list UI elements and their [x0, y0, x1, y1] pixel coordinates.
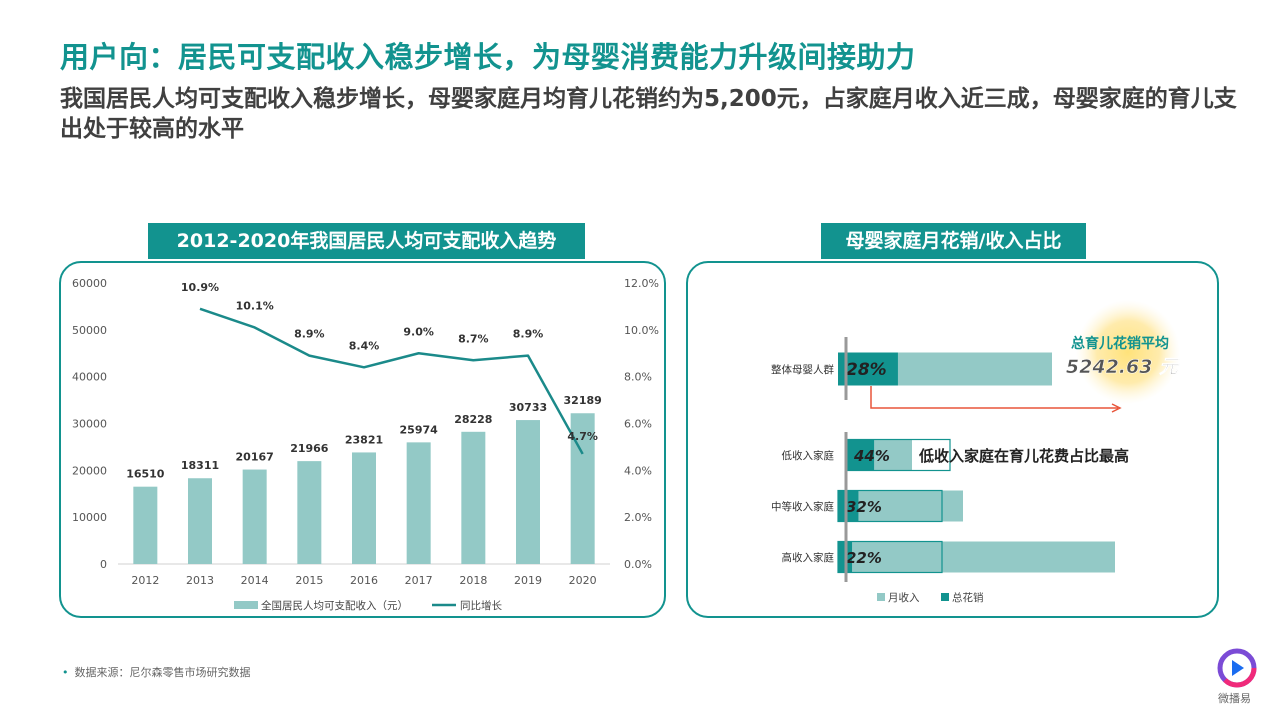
- spend-ratio-panel: [686, 261, 1219, 618]
- page-subtitle: 我国居民人均可支配收入稳步增长，母婴家庭月均育儿花销约为5,200元，占家庭月收…: [60, 86, 1237, 142]
- page-title: 用户向：居民可支配收入稳步增长，为母婴消费能力升级间接助力: [60, 40, 916, 74]
- data-source-text: 数据来源：尼尔森零售市场研究数据: [74, 666, 251, 679]
- income-trend-panel-label: 2012-2020年我国居民人均可支配收入趋势: [148, 223, 585, 259]
- bullet-icon: •: [62, 666, 69, 679]
- logo-text: 微播易: [1218, 692, 1251, 705]
- data-source: • 数据来源：尼尔森零售市场研究数据: [62, 664, 251, 680]
- income-trend-panel: [59, 261, 666, 618]
- spend-ratio-panel-label: 母婴家庭月花销/收入占比: [821, 223, 1086, 259]
- weiboyi-logo-icon: [1217, 648, 1257, 688]
